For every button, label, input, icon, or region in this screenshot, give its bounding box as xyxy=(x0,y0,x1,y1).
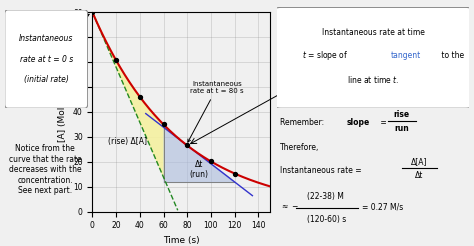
Text: (22-38) M: (22-38) M xyxy=(307,192,344,201)
Text: line at time $t$.: line at time $t$. xyxy=(347,75,400,86)
Text: slope: slope xyxy=(346,118,370,127)
FancyBboxPatch shape xyxy=(5,10,88,108)
Point xyxy=(136,95,144,99)
FancyBboxPatch shape xyxy=(273,7,473,108)
Text: tangent: tangent xyxy=(391,51,421,60)
Text: Δt
(run): Δt (run) xyxy=(190,159,209,179)
Text: Instantaneous rate =: Instantaneous rate = xyxy=(280,166,364,175)
Text: Instantaneous
rate at t = 80 s: Instantaneous rate at t = 80 s xyxy=(188,81,244,142)
Text: Remember:: Remember: xyxy=(280,118,326,127)
Point xyxy=(112,58,120,62)
Text: = 0.27 M/s: = 0.27 M/s xyxy=(363,202,404,211)
Text: Notice from the
curve that the rate
decreases with the
concentration.
See next p: Notice from the curve that the rate decr… xyxy=(9,144,82,195)
Text: to the: to the xyxy=(438,51,464,60)
Text: Instantaneous

rate at t = 0 s

(initial rate): Instantaneous rate at t = 0 s (initial r… xyxy=(19,34,73,84)
Point xyxy=(183,143,191,147)
X-axis label: Time (s): Time (s) xyxy=(163,236,200,245)
Point xyxy=(231,171,238,175)
Point xyxy=(89,10,96,14)
Text: run: run xyxy=(394,124,409,133)
Text: Instantaneous rate at time: Instantaneous rate at time xyxy=(322,28,425,37)
Text: (rise) Δ[A]: (rise) Δ[A] xyxy=(109,137,147,146)
Point xyxy=(160,123,167,126)
Text: Δ[A]: Δ[A] xyxy=(411,157,428,166)
Y-axis label: [A] (Molarity): [A] (Molarity) xyxy=(58,82,67,142)
Text: rise: rise xyxy=(394,110,410,119)
Text: =: = xyxy=(378,118,389,127)
Text: $\approx$ $-$: $\approx$ $-$ xyxy=(280,202,299,211)
Text: (120-60) s: (120-60) s xyxy=(307,215,346,224)
Text: $t$ = slope of: $t$ = slope of xyxy=(302,49,349,62)
Point xyxy=(207,159,215,163)
Text: Therefore,: Therefore, xyxy=(280,143,319,152)
Text: Δt: Δt xyxy=(415,171,424,180)
